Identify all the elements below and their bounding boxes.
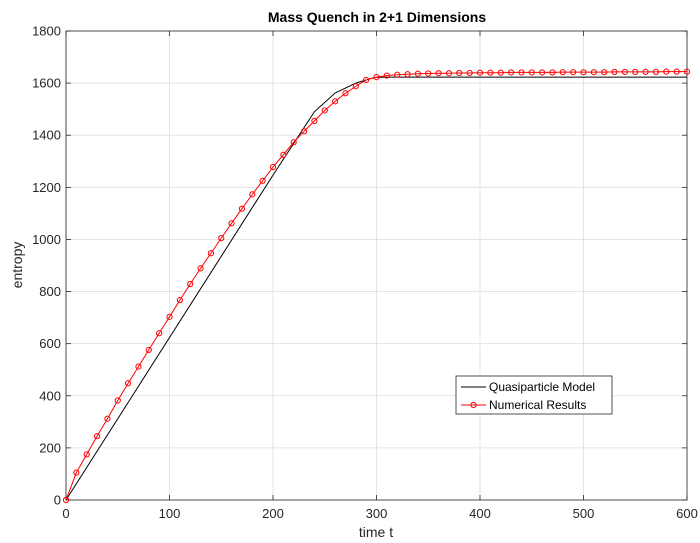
data-point-numerical-results [62,496,70,504]
legend: Quasiparticle Model Numerical Results [455,375,613,415]
data-point-numerical-results [321,107,328,114]
x-tick-label: 0 [62,506,69,521]
x-tick-label: 600 [676,506,698,521]
data-point-numerical-results [176,297,183,304]
data-point-numerical-results [673,68,680,75]
data-point-numerical-results [73,469,80,476]
data-point-numerical-results [445,70,453,77]
y-tick-label: 600 [39,336,61,351]
data-point-numerical-results [135,363,142,370]
y-tick-label: 1600 [32,76,61,91]
data-point-numerical-results [611,68,618,76]
data-point-numerical-results [394,71,401,78]
data-point-numerical-results [425,70,432,77]
legend-label-numerical: Numerical Results [489,398,586,412]
series-line-numerical-results [65,71,687,501]
data-point-numerical-results [352,83,359,90]
y-tick-label: 1000 [32,232,61,247]
data-point-numerical-results [642,68,649,76]
data-point-numerical-results [414,70,421,77]
x-tick-label: 400 [469,506,491,521]
legend-marker-numerical [470,401,477,409]
data-point-numerical-results [300,128,308,135]
data-point-numerical-results [363,76,370,84]
data-point-numerical-results [104,415,111,422]
data-point-numerical-results [621,68,629,76]
data-point-numerical-results [652,68,660,76]
x-tick-label: 500 [573,506,595,521]
data-point-numerical-results [125,380,132,387]
y-tick-label: 800 [39,284,61,299]
legend-label-quasiparticle: Quasiparticle Model [489,380,595,394]
data-point-numerical-results [528,69,535,76]
data-point-numerical-results [404,71,411,78]
data-point-numerical-results [249,191,256,198]
data-point-numerical-results [476,69,484,76]
axis-ticks: 0 100 200 300 400 500 600 0 200 400 600 800 1000 1200… [32,24,698,522]
data-point-numerical-results [559,69,566,76]
data-point-numerical-results [466,69,473,77]
series-line-quasiparticle-model [65,76,687,501]
data-point-numerical-results [114,397,121,404]
y-tick-label: 200 [39,440,61,455]
data-point-numerical-results [187,280,194,288]
data-point-numerical-results [373,74,380,81]
data-point-numerical-results [207,250,214,257]
chart-title: Mass Quench in 2+1 Dimensions [268,9,486,25]
data-point-numerical-results [197,265,204,272]
series-layer [62,68,691,504]
y-tick-label: 1200 [32,180,61,195]
data-point-numerical-results [290,139,297,146]
y-tick-label: 0 [54,493,61,508]
data-point-numerical-results [166,313,173,320]
data-point-numerical-results [507,69,515,76]
data-point-numerical-results [156,330,163,337]
data-point-numerical-results [83,451,90,458]
data-point-numerical-results [435,70,442,77]
data-point-numerical-results [332,98,339,105]
y-tick-label: 400 [39,388,61,403]
data-point-numerical-results [238,205,246,212]
data-point-numerical-results [145,346,152,354]
data-point-numerical-results [280,151,287,158]
data-point-numerical-results [228,220,235,227]
grid-lines [65,30,688,501]
data-point-numerical-results [663,68,670,75]
data-point-numerical-results [342,90,349,97]
data-point-numerical-results [383,72,390,79]
data-point-numerical-results [570,69,577,76]
data-point-numerical-results [601,69,608,76]
y-tick-label: 1400 [32,128,61,143]
y-tick-label: 1800 [32,24,61,39]
data-point-numerical-results [518,69,525,76]
data-point-numerical-results [259,177,266,184]
data-point-numerical-results [632,68,639,76]
x-tick-label: 300 [366,506,388,521]
data-point-numerical-results [580,69,587,76]
data-point-numerical-results [93,433,101,440]
data-point-numerical-results [539,69,546,76]
legend-box [455,375,613,415]
data-point-numerical-results [487,69,494,76]
y-axis-label: entropy [9,242,25,289]
data-point-numerical-results [683,68,691,75]
data-point-numerical-results [549,69,556,76]
data-point-numerical-results [497,69,504,76]
data-point-numerical-results [311,117,318,124]
data-point-numerical-results [269,163,277,171]
data-point-numerical-results [590,69,597,76]
x-tick-label: 200 [262,506,284,521]
data-point-numerical-results [218,235,225,242]
x-tick-label: 100 [159,506,181,521]
x-axis-label: time t [359,524,393,540]
data-point-numerical-results [456,69,463,77]
